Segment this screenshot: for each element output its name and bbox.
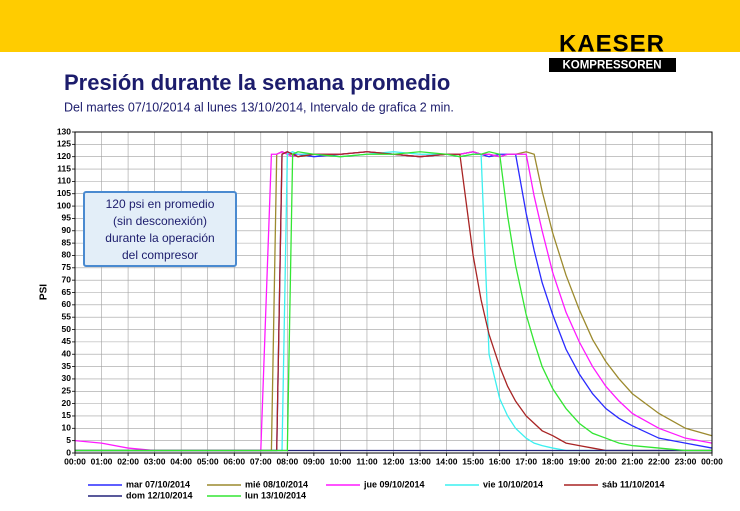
y-tick-label: 30: [62, 373, 72, 383]
annotation-box: [83, 191, 237, 267]
x-tick-label: 04:00: [170, 456, 192, 466]
y-tick-label: 100: [57, 200, 71, 210]
y-tick-label: 60: [62, 299, 72, 309]
brand-bar: [549, 58, 676, 72]
x-tick-label: 15:00: [462, 456, 484, 466]
y-tick-label: 75: [62, 262, 72, 272]
x-tick-label: 09:00: [303, 456, 325, 466]
brand: KAESER: [559, 30, 665, 57]
y-tick-label: 0: [66, 447, 71, 457]
x-tick-label: 06:00: [223, 456, 245, 466]
annotation-text: del compresor: [122, 248, 198, 262]
x-tick-label: 14:00: [436, 456, 458, 466]
plot: 0 5 10 15 20 25 30 35 40 45 50 55 60 65 70 75 80 85 90 95 10…: [57, 126, 723, 466]
x-tick-label: 17:00: [515, 456, 537, 466]
legend-label: jue 09/10/2014: [363, 479, 425, 489]
x-tick-label: 05:00: [197, 456, 219, 466]
x-tick-label: 07:00: [250, 456, 272, 466]
x-tick-label: 01:00: [91, 456, 113, 466]
y-tick-label: 5: [66, 435, 71, 445]
y-tick-label: 125: [57, 139, 71, 149]
x-tick-label: 00:00: [64, 456, 86, 466]
x-tick-label: 10:00: [330, 456, 352, 466]
y-tick-label: 120: [57, 151, 71, 161]
y-tick-label: 50: [62, 324, 72, 334]
brand-tagline: KOMPRESSOREN: [562, 60, 661, 72]
y-tick-label: 40: [62, 348, 72, 358]
y-tick-label: 15: [62, 410, 72, 420]
y-tick-label: 90: [62, 225, 72, 235]
x-tick-label: 00:00: [701, 456, 723, 466]
y-tick-label: 25: [62, 386, 72, 396]
y-tick-label: 130: [57, 126, 71, 136]
x-tick-label: 20:00: [595, 456, 617, 466]
chart-subtitle: Del martes 07/10/2014 al lunes 13/10/201…: [64, 100, 454, 114]
y-tick-label: 80: [62, 250, 72, 260]
x-tick-label: 08:00: [276, 456, 298, 466]
y-tick-label: 55: [62, 311, 72, 321]
y-tick-label: 35: [62, 361, 72, 371]
y-tick-label: 115: [57, 163, 71, 173]
annotation-text: 120 psi en promedio: [106, 197, 215, 211]
y-tick-label: 70: [62, 274, 72, 284]
y-tick-label: 110: [57, 176, 71, 186]
y-tick-label: 95: [62, 213, 72, 223]
x-tick-label: 02:00: [117, 456, 139, 466]
legend-label: dom 12/10/2014: [126, 490, 193, 500]
y-tick-label: 45: [62, 336, 72, 346]
legend-label: vie 10/10/2014: [483, 479, 543, 489]
x-tick-label: 13:00: [409, 456, 431, 466]
y-tick-label: 20: [62, 398, 72, 408]
legend-label: mié 08/10/2014: [245, 479, 308, 489]
x-tick-label: 22:00: [648, 456, 670, 466]
y-tick-label: 10: [62, 423, 72, 433]
annotation-text: durante la operación: [105, 231, 214, 245]
legend-label: mar 07/10/2014: [126, 479, 190, 489]
header-band: [0, 0, 740, 52]
x-tick-label: 11:00: [356, 456, 378, 466]
annotation-text: (sin desconexión): [113, 214, 207, 228]
series-line: [75, 151, 712, 452]
x-tick-label: 19:00: [568, 456, 590, 466]
chart-title: Presión durante la semana promedio: [64, 70, 450, 95]
y-tick-label: 85: [62, 237, 72, 247]
x-tick-label: 03:00: [144, 456, 166, 466]
x-tick-label: 23:00: [675, 456, 697, 466]
x-tick-label: 16:00: [489, 456, 511, 466]
legend-label: sáb 11/10/2014: [602, 479, 665, 489]
x-tick-label: 12:00: [383, 456, 405, 466]
y-tick-label: 65: [62, 287, 72, 297]
x-tick-label: 18:00: [542, 456, 564, 466]
plot-border: [74, 131, 713, 454]
y-tick-label: 105: [57, 188, 71, 198]
x-tick-label: 21:00: [622, 456, 644, 466]
y-axis-label: PSI: [39, 284, 50, 300]
legend-label: lun 13/10/2014: [245, 490, 306, 500]
